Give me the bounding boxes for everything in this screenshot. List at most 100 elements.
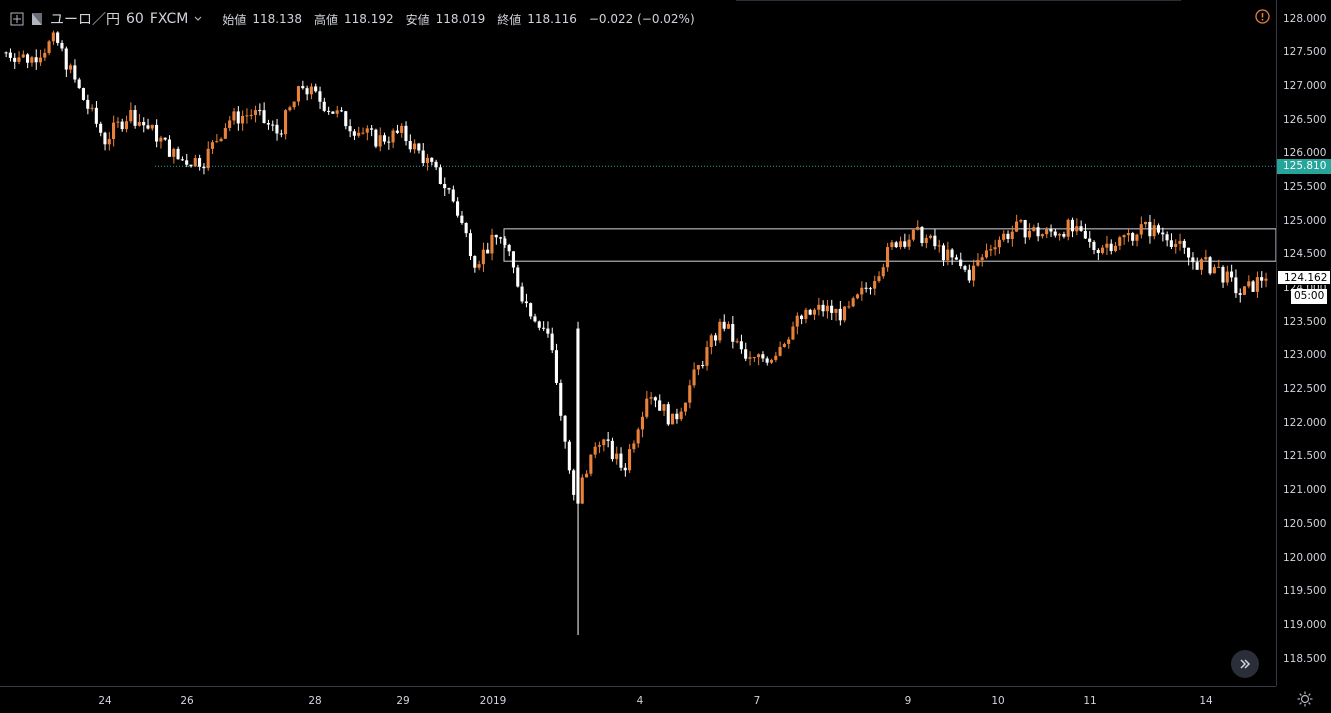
source-label[interactable]: FXCM [149, 11, 189, 27]
candle-body [245, 115, 249, 117]
candle-body [69, 65, 73, 70]
candle-body [963, 266, 967, 270]
candle-body [400, 125, 404, 133]
candle-body [253, 110, 257, 115]
price-tick-label: 124.500 [1283, 248, 1327, 261]
candle-body [735, 341, 739, 343]
candle-body [275, 124, 279, 134]
candle-body [1049, 228, 1053, 232]
candle-body [929, 235, 933, 238]
candle-body [17, 57, 21, 62]
price-tick-label: 121.000 [1283, 484, 1327, 497]
candle-body [305, 88, 309, 95]
price-tick-label: 125.000 [1283, 214, 1327, 227]
candle-body [180, 159, 184, 161]
time-axis[interactable]: 24 26 28 29 2019 4 7 9 10 11 14 [0, 686, 1276, 713]
candle-body [1032, 227, 1036, 231]
candle-body [838, 308, 842, 321]
candle-body [640, 416, 644, 430]
interval-label[interactable]: 60 [126, 11, 144, 27]
candle-body [533, 316, 537, 322]
candle-body [124, 121, 128, 130]
candle-body [653, 397, 657, 401]
candle-body [1230, 271, 1234, 278]
candle-body [370, 128, 374, 130]
candle-body [477, 264, 481, 268]
candle-body [589, 454, 593, 474]
candle-body [56, 32, 60, 43]
chart-canvas[interactable] [0, 0, 1277, 686]
candle-body [60, 42, 64, 49]
candle-body [688, 385, 692, 403]
candle-body [692, 369, 696, 386]
candle-body [322, 101, 326, 111]
candle-body [576, 328, 580, 504]
candle-body [671, 413, 675, 425]
candle-body [434, 161, 438, 168]
time-tick-label: 24 [98, 695, 112, 707]
candle-body [499, 237, 503, 239]
candle-body [1225, 271, 1229, 283]
candle-body [933, 235, 937, 247]
candle-body [107, 139, 111, 145]
candle-body [34, 57, 38, 63]
candle-body [662, 404, 666, 411]
candle-body [314, 86, 318, 92]
scroll-to-realtime-button[interactable] [1231, 650, 1259, 678]
candle-body [1148, 221, 1152, 237]
candle-body [215, 141, 219, 143]
low-value: 118.019 [435, 12, 486, 26]
candle-body [279, 133, 283, 135]
candle-body [959, 259, 963, 267]
candle-body [468, 233, 472, 257]
candle-body [202, 166, 206, 169]
candle-body [937, 245, 941, 247]
candle-body [1105, 243, 1109, 248]
candle-body [146, 125, 150, 129]
candle-body [382, 135, 386, 142]
candle-body [73, 65, 77, 80]
warning-icon[interactable] [1255, 9, 1270, 24]
flag-icon[interactable] [30, 12, 44, 26]
candle-body [1058, 233, 1062, 236]
candle-body [103, 132, 107, 145]
candle-body [443, 184, 447, 189]
candle-body [572, 470, 576, 495]
candle-body [851, 298, 855, 307]
candle-body [997, 239, 1001, 248]
candle-body [774, 355, 778, 360]
candle-body [1066, 219, 1070, 237]
candle-body [1096, 249, 1100, 254]
candle-body [877, 276, 881, 282]
candle-body [335, 110, 339, 114]
candle-body [503, 238, 507, 245]
candle-body [460, 215, 464, 224]
countdown-badge: 05:00 [1291, 289, 1327, 304]
candle-body [77, 79, 81, 89]
candle-body [26, 54, 30, 63]
candle-body [825, 305, 829, 312]
time-tick-label: 26 [180, 695, 194, 707]
candle-body [271, 124, 275, 126]
candle-body [1083, 230, 1087, 239]
candle-body [223, 128, 227, 139]
candle-body [881, 267, 885, 277]
chevron-down-icon[interactable] [194, 12, 202, 26]
crosshair-plus-icon[interactable] [10, 12, 24, 26]
symbol-name[interactable]: ユーロ／円 [50, 12, 120, 28]
candlestick-plot[interactable] [0, 0, 1277, 686]
top-divider [736, 0, 1181, 1]
candle-body [1027, 230, 1031, 238]
candle-body [868, 288, 872, 290]
candle-body [709, 335, 713, 348]
candle-body [1221, 266, 1225, 283]
candle-body [116, 121, 120, 123]
candle-body [1191, 257, 1195, 263]
settings-gear-icon[interactable] [1296, 690, 1314, 708]
price-axis[interactable]: 128.000 127.500 127.000 126.500 126.000 125.5… [1276, 0, 1331, 686]
candle-body [537, 321, 541, 328]
candle-body [722, 321, 726, 329]
candle-body [64, 48, 68, 70]
candle-body [873, 281, 877, 289]
candle-body [430, 157, 434, 162]
